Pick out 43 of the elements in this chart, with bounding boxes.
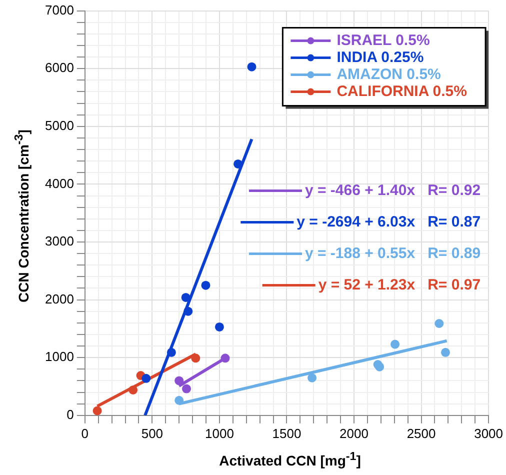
point [184,306,193,316]
point [440,348,450,357]
legend-label: y = -188 + 0.55x R= 0.89 [304,244,481,262]
y-tick-label: 5000 [45,118,74,133]
x-axis-title: Activated CCN [mg$^{-1}$] [218,450,362,469]
point [128,385,138,394]
legend-label: AMAZON 0.5% [336,66,441,83]
point [174,376,184,386]
point [182,384,191,394]
y-tick-label: 7000 [45,2,74,18]
x-tick-label: 2500 [406,426,436,441]
x-tick-label: 0 [81,426,89,441]
y-tick-label: 2000 [45,291,74,306]
y-tick-label: 0 [66,406,74,422]
x-tick-label: 2000 [340,426,368,441]
point [220,354,230,363]
point [214,322,224,332]
point [181,292,190,302]
legend-label: y = -2694 + 6.03x R= 0.87 [296,213,481,230]
point [308,373,317,382]
x-tick-label: 500 [141,426,164,441]
point [166,348,176,357]
x-tick-label: 1000 [205,426,234,441]
x-tick-label: 1500 [272,426,302,441]
point [434,319,444,328]
legend-label: ISRAEL 0.5% [336,32,430,49]
legend-label: y = -466 + 1.40x R= 0.92 [304,182,481,199]
point [234,159,243,168]
x-tick-label: 3000 [474,426,503,441]
point [191,354,200,363]
point [142,374,151,383]
point [201,280,210,290]
y-tick-label: 1000 [45,349,74,364]
point [92,406,102,416]
legend-label: CALIFORNIA 0.5% [336,82,467,100]
point [390,340,400,349]
y-tick-label: 4000 [45,176,74,191]
legend-label: y = 52 + 1.23x R= 0.97 [318,276,481,294]
y-tick-label: 6000 [45,60,74,76]
legend-label: INDIA 0.25% [336,48,424,66]
point [247,62,256,72]
y-tick-label: 3000 [45,234,74,249]
point [174,396,184,405]
